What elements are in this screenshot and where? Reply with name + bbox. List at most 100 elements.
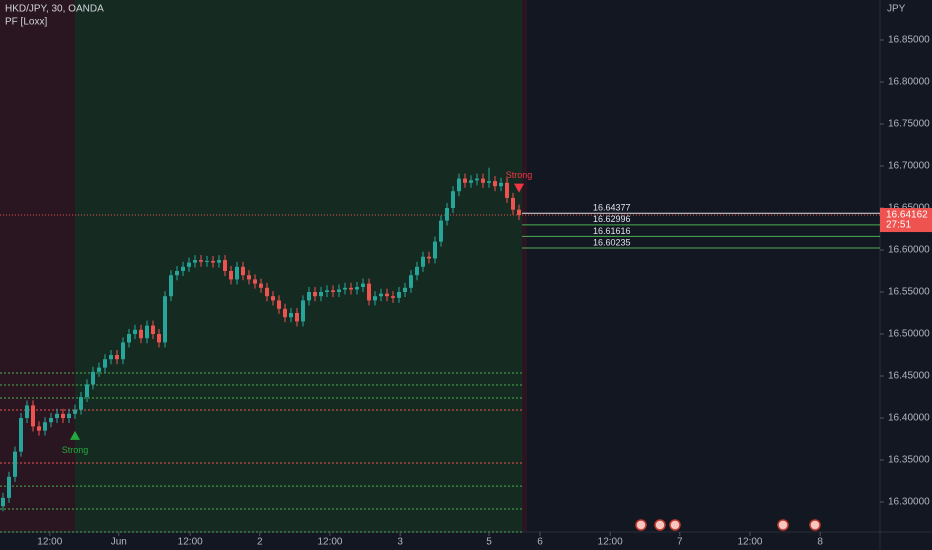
- candle-body: [120, 342, 125, 360]
- candle-body: [360, 283, 365, 287]
- candle-body: [354, 286, 359, 290]
- candle-body: [456, 178, 461, 192]
- x-tick-label: Jun: [111, 537, 127, 548]
- x-tick-label: 12:00: [737, 537, 762, 548]
- y-tick-label: 16.55000: [888, 287, 930, 298]
- candle-body: [306, 292, 311, 301]
- price-badge-label: 16.64162: [886, 210, 928, 221]
- candle-body: [444, 208, 449, 221]
- signal-arrow: [513, 183, 524, 193]
- candle-body: [336, 289, 341, 293]
- candle-body: [6, 476, 11, 498]
- x-tick-label: 12:00: [178, 537, 203, 548]
- level-label: 16.61616: [593, 226, 631, 236]
- candle-body: [198, 260, 203, 262]
- candle-body: [324, 290, 329, 293]
- x-tick-label: 3: [397, 537, 403, 548]
- y-tick-label: 16.50000: [888, 329, 930, 340]
- candle-body: [30, 405, 35, 427]
- candle-body: [84, 384, 89, 398]
- candle-body: [330, 290, 335, 293]
- candle-body: [114, 355, 119, 360]
- candle-body: [312, 292, 317, 297]
- candle-body: [462, 178, 467, 183]
- event-icon: [809, 519, 821, 531]
- candle-body: [276, 300, 281, 309]
- candle-body: [498, 182, 503, 187]
- candle-body: [516, 209, 521, 216]
- candle-body: [168, 275, 173, 297]
- candle-body: [300, 300, 305, 322]
- candle-body: [342, 287, 347, 290]
- candle-body: [78, 397, 83, 410]
- candle-body: [228, 271, 233, 280]
- candle-body: [102, 359, 107, 368]
- candle-body: [18, 418, 23, 452]
- candle-body: [48, 418, 53, 423]
- x-tick-label: 7: [677, 537, 683, 548]
- candle-body: [162, 296, 167, 343]
- x-tick-label: 12:00: [37, 537, 62, 548]
- candle-body: [66, 413, 71, 419]
- candle-body: [432, 241, 437, 259]
- indicator-name: PF [Loxx]: [5, 17, 47, 28]
- plot: [0, 167, 880, 533]
- candle-body: [348, 287, 353, 290]
- candle-body: [240, 266, 245, 276]
- candle-body: [402, 287, 407, 293]
- candle-body: [282, 308, 287, 318]
- candle-body: [396, 292, 401, 298]
- candle-body: [414, 266, 419, 276]
- event-icon: [635, 519, 647, 531]
- y-tick-label: 16.45000: [888, 371, 930, 382]
- candle-body: [270, 296, 275, 301]
- candle-body: [0, 497, 5, 507]
- y-tick-label: 16.80000: [888, 77, 930, 88]
- candle-body: [72, 409, 77, 414]
- event-icon: [669, 519, 681, 531]
- signal-label: Strong: [506, 170, 533, 180]
- currency: JPY: [887, 4, 906, 15]
- candle-body: [288, 313, 293, 318]
- session-bg: [75, 0, 522, 532]
- candle-body: [54, 413, 59, 419]
- signal-label: Strong: [62, 445, 89, 455]
- candle-body: [258, 283, 263, 288]
- candle-body: [180, 266, 185, 272]
- candle-body: [384, 293, 389, 297]
- candle-body: [246, 275, 251, 280]
- candle-body: [174, 271, 179, 276]
- candle-body: [126, 334, 131, 343]
- y-tick-label: 16.40000: [888, 413, 930, 424]
- level-label: 16.62996: [593, 214, 631, 224]
- candle-body: [210, 260, 215, 263]
- candle-body: [60, 413, 65, 419]
- candle-body: [510, 197, 515, 210]
- candle-body: [24, 405, 29, 419]
- x-tick-label: 2: [257, 537, 263, 548]
- x-tick-label: 8: [817, 537, 823, 548]
- candle-body: [222, 260, 227, 272]
- candle-body: [42, 422, 47, 431]
- candle-body: [390, 296, 395, 298]
- level-label: 16.60235: [593, 237, 631, 247]
- candle-body: [36, 426, 41, 431]
- candle-body: [252, 279, 257, 284]
- session-bg: [0, 0, 75, 532]
- chart-title: HKD/JPY, 30, OANDA: [5, 4, 104, 15]
- y-tick-label: 16.60000: [888, 245, 930, 256]
- candle-body: [468, 180, 473, 183]
- event-icon: [777, 519, 789, 531]
- event-icon: [654, 519, 666, 531]
- candle-body: [408, 275, 413, 288]
- candle-body: [234, 266, 239, 280]
- event-icons: [635, 519, 821, 531]
- candle-body: [96, 367, 101, 372]
- candle-body: [438, 220, 443, 242]
- candle-body: [192, 260, 197, 263]
- candle-body: [474, 178, 479, 181]
- level-label: 16.64377: [593, 203, 631, 213]
- candle-body: [264, 287, 269, 297]
- candle-body: [216, 260, 221, 263]
